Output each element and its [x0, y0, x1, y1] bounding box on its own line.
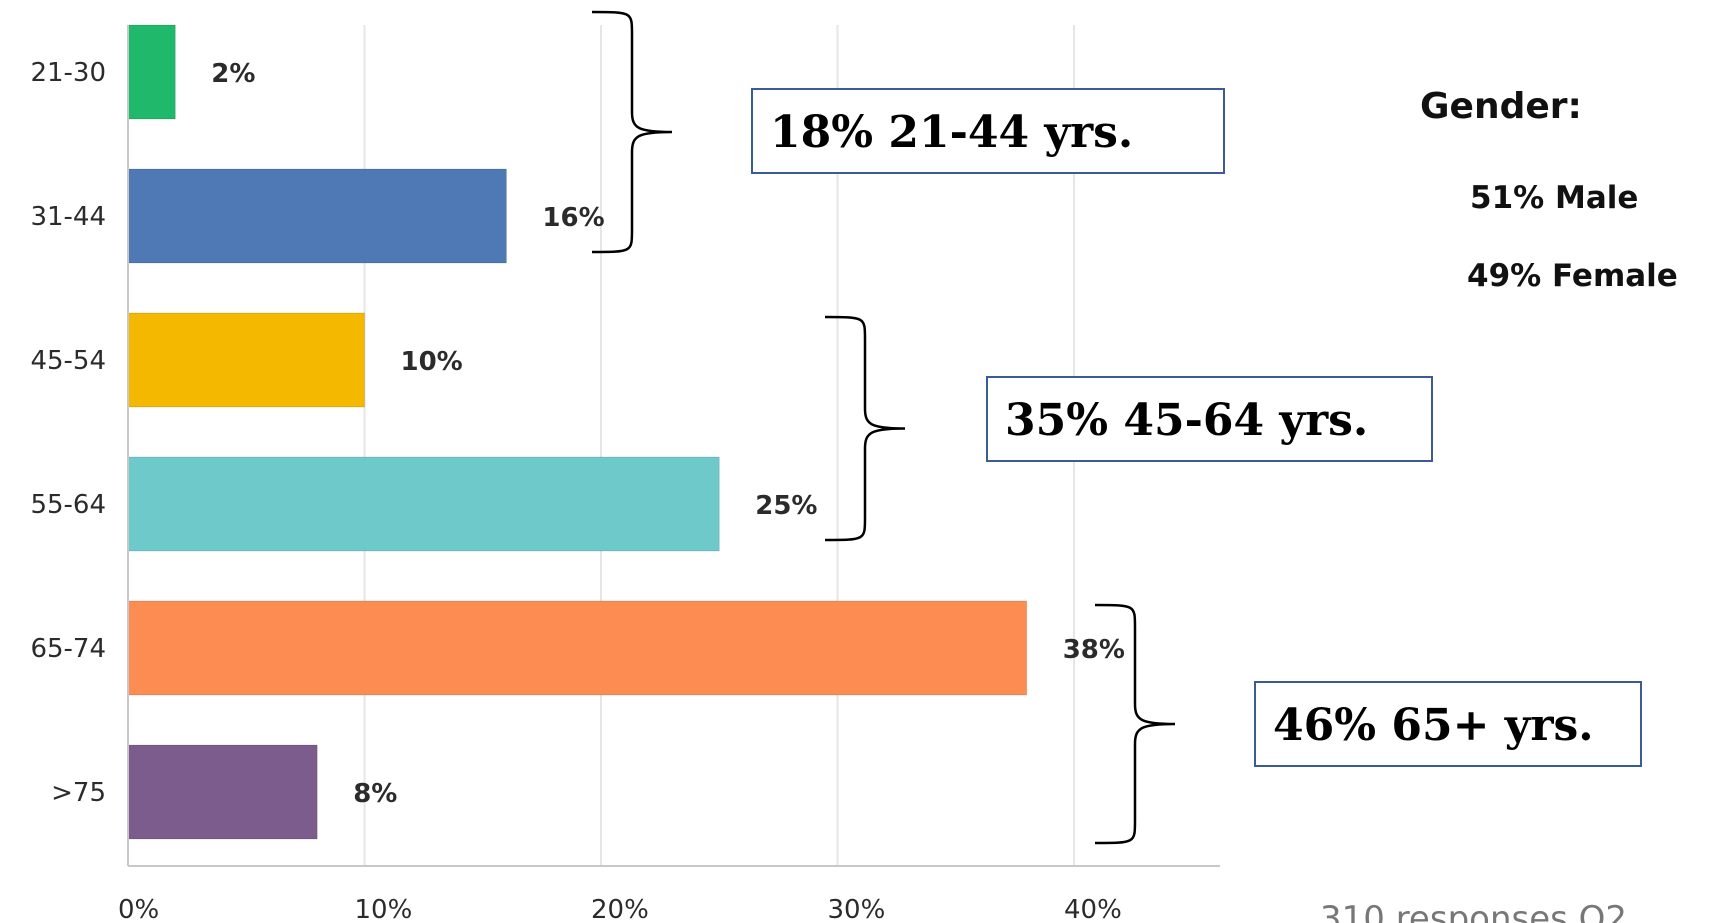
y-tick-label: 31-44: [30, 202, 106, 232]
x-tick-label: 10%: [355, 895, 413, 923]
bar-value-label: 10%: [401, 347, 463, 377]
x-tick-label: 0%: [118, 895, 159, 923]
y-tick-label: 45-54: [30, 346, 106, 376]
group-brace: [1094, 603, 1176, 845]
bar-2: [127, 312, 365, 408]
bar-value-label: 2%: [211, 59, 255, 89]
gender-item-female: 49% Female: [1467, 258, 1678, 294]
gender-title: Gender:: [1420, 86, 1582, 127]
y-tick-label: >75: [51, 778, 106, 808]
y-tick-label: 65-74: [30, 634, 106, 664]
group-label-box: [1254, 681, 1642, 767]
bar-value-label: 38%: [1063, 635, 1125, 665]
bar-value-label: 8%: [353, 779, 397, 809]
chart-bars: [127, 24, 1028, 840]
x-tick-label: 30%: [828, 895, 886, 923]
bar-3: [127, 456, 720, 552]
gender-summary: Gender: 51% Male 49% Female: [1420, 86, 1678, 294]
group-label: 35% 45-64 yrs.: [1005, 395, 1368, 446]
gender-item-male: 51% Male: [1470, 180, 1638, 216]
bar-value-label: 25%: [755, 491, 817, 521]
y-tick-label: 55-64: [30, 490, 106, 520]
group-brace: [591, 10, 673, 254]
group-label-box: [751, 88, 1225, 174]
bar-5: [127, 744, 318, 840]
group-label: 18% 21-44 yrs.: [770, 107, 1133, 158]
bar-value-label: 16%: [542, 203, 604, 233]
bar-4: [127, 600, 1028, 696]
group-label: 46% 65+ yrs.: [1273, 700, 1594, 751]
group-label-box: [986, 376, 1433, 462]
x-tick-label: 40%: [1064, 895, 1122, 923]
bar-0: [127, 24, 176, 120]
y-axis-tick-labels: 21-30 31-44 45-54 55-64 65-74 >75: [30, 58, 106, 808]
bar-1: [127, 168, 507, 264]
response-count-footer: 310 responses Q2: [1320, 899, 1627, 923]
y-tick-label: 21-30: [30, 58, 106, 88]
bar-value-labels: 2% 16% 10% 25% 38% 8%: [211, 59, 1125, 809]
age-group-annotations: 18% 21-44 yrs. 35% 45-64 yrs. 46% 65+ yrs.: [591, 10, 1642, 845]
group-brace: [824, 315, 906, 542]
x-tick-label: 20%: [591, 895, 649, 923]
x-axis: 0% 10% 20% 30% 40%: [118, 25, 1220, 923]
